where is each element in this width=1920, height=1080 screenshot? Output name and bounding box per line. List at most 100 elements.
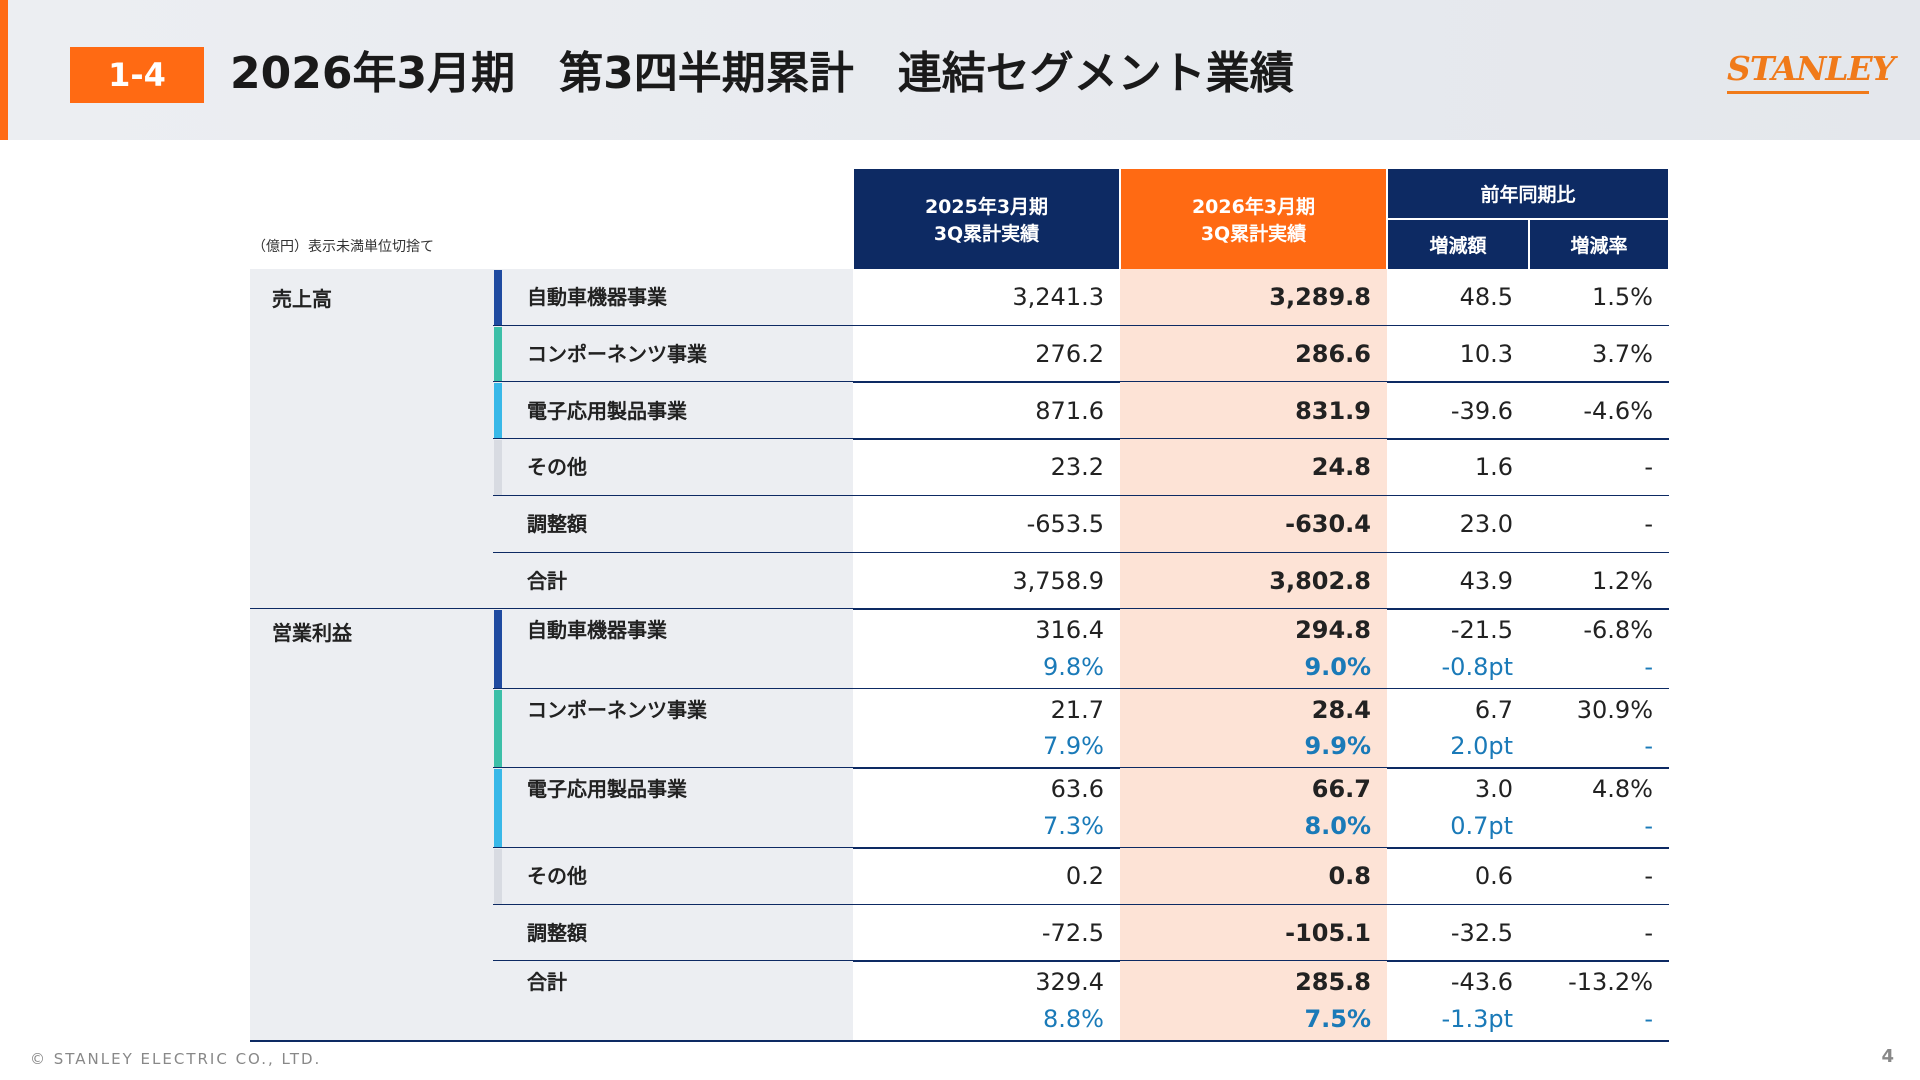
sub-header: 増減率 (1530, 220, 1668, 269)
cell-value: -4.6% (1583, 396, 1653, 425)
column-header-line: 2026年3月期 (1191, 196, 1316, 218)
value-cell (1120, 609, 1387, 689)
row-name: 自動車機器事業 (527, 618, 667, 643)
group-header: 前年同期比 (1388, 169, 1668, 218)
value-cell (1120, 382, 1387, 440)
row-line (493, 324, 1669, 327)
cell-value: 1.5% (1592, 283, 1653, 312)
section-badge: 1-4 (70, 47, 204, 103)
column-header: 2026年3月期 3Q累計実績 (1121, 169, 1386, 269)
cell-value: 63.6 (1050, 775, 1104, 804)
cell-margin: -1.3pt (1441, 1005, 1513, 1033)
section-cell (250, 269, 493, 610)
cell-value: 48.5 (1459, 283, 1513, 312)
value-cell (1120, 848, 1387, 905)
cell-value: 4.8% (1592, 775, 1653, 804)
cell-margin: 2.0pt (1450, 732, 1513, 761)
cell-value: 3,758.9 (1012, 566, 1104, 595)
cell-margin: - (1644, 812, 1653, 840)
row-accent (494, 689, 502, 768)
name-cell (493, 439, 853, 496)
cell-value: 286.6 (1295, 340, 1371, 369)
row-line (493, 551, 1669, 553)
row-accent (494, 326, 502, 382)
cell-value: 6.7 (1474, 695, 1513, 724)
cell-margin: 7.5% (1304, 1005, 1371, 1033)
cell-value: - (1644, 453, 1653, 482)
cell-margin: 9.8% (1043, 652, 1104, 681)
row-name: 調整額 (527, 512, 587, 537)
cell-value: 10.3 (1459, 340, 1513, 369)
column-header-line: 3Q累計実績 (1200, 223, 1307, 245)
cell-margin: -0.8pt (1441, 652, 1513, 681)
name-cell (493, 961, 853, 1041)
cell-value: 24.8 (1311, 453, 1371, 482)
row-name: 電子応用製品事業 (527, 777, 687, 802)
section-label: 売上高 (272, 287, 332, 311)
name-cell (493, 325, 853, 383)
row-name: 合計 (527, 568, 567, 593)
row-line (493, 381, 1669, 383)
cell-value: 0.2 (1065, 862, 1104, 891)
cell-value: 1.6 (1474, 453, 1513, 482)
cell-value: 43.9 (1459, 566, 1513, 595)
cell-value: 23.2 (1050, 453, 1104, 482)
sub-header: 増減額 (1388, 220, 1528, 269)
column-header-line: 3Q累計実績 (933, 223, 1040, 245)
section-cell (250, 609, 493, 1041)
cell-value: 66.7 (1311, 775, 1371, 804)
name-cell (493, 904, 853, 962)
value-cell (1120, 439, 1387, 496)
cell-value: -32.5 (1450, 919, 1513, 948)
cell-value: 285.8 (1295, 968, 1371, 997)
row-accent (494, 610, 502, 688)
value-cell (1120, 904, 1387, 962)
name-cell (493, 495, 853, 553)
row-accent (494, 849, 502, 904)
row-name: 電子応用製品事業 (527, 398, 687, 423)
cell-value: 294.8 (1295, 616, 1371, 645)
cell-value: 316.4 (1035, 616, 1104, 645)
cell-value: -13.2% (1568, 968, 1653, 997)
section-label: 営業利益 (272, 621, 352, 646)
row-accent (494, 440, 502, 495)
row-line (493, 438, 1669, 440)
cell-margin: 9.9% (1304, 732, 1371, 761)
row-line (493, 847, 1669, 849)
cell-value: -72.5 (1041, 919, 1104, 948)
cell-value: -105.1 (1285, 919, 1371, 948)
row-accent (494, 383, 502, 439)
cell-value: 1.2% (1592, 566, 1653, 595)
cell-margin: - (1644, 652, 1653, 681)
cell-value: -630.4 (1285, 510, 1371, 539)
logo: STANLEY (1727, 44, 1895, 94)
page-number: 4 (1881, 1046, 1894, 1067)
row-line (493, 903, 1669, 906)
name-cell (493, 552, 853, 610)
unit-note: （億円）表示未満単位切捨て (252, 239, 434, 255)
cell-value: - (1644, 919, 1653, 948)
cell-value: -6.8% (1583, 616, 1653, 645)
header-band (0, 0, 1920, 140)
column-header: 2025年3月期 3Q累計実績 (854, 169, 1119, 269)
cell-value: 3,289.8 (1269, 283, 1371, 312)
cell-value: 3,241.3 (1012, 283, 1104, 312)
name-cell (493, 382, 853, 440)
cell-value: 0.8 (1328, 862, 1371, 891)
row-name: 調整額 (527, 921, 587, 946)
cell-value: -39.6 (1450, 396, 1513, 425)
cell-value: 30.9% (1576, 695, 1653, 724)
cell-margin: 8.8% (1043, 1005, 1104, 1033)
cell-value: - (1644, 862, 1653, 891)
row-name: 自動車機器事業 (527, 285, 667, 310)
row-line (250, 1040, 1669, 1042)
cell-margin: 0.7pt (1450, 812, 1513, 840)
value-cell (1120, 961, 1387, 1041)
cell-margin: 7.3% (1043, 812, 1104, 840)
row-line (493, 960, 1669, 962)
cell-value: 0.6 (1474, 862, 1513, 891)
row-line (493, 494, 1669, 497)
value-cell (1120, 688, 1387, 769)
value-cell (1120, 325, 1387, 383)
